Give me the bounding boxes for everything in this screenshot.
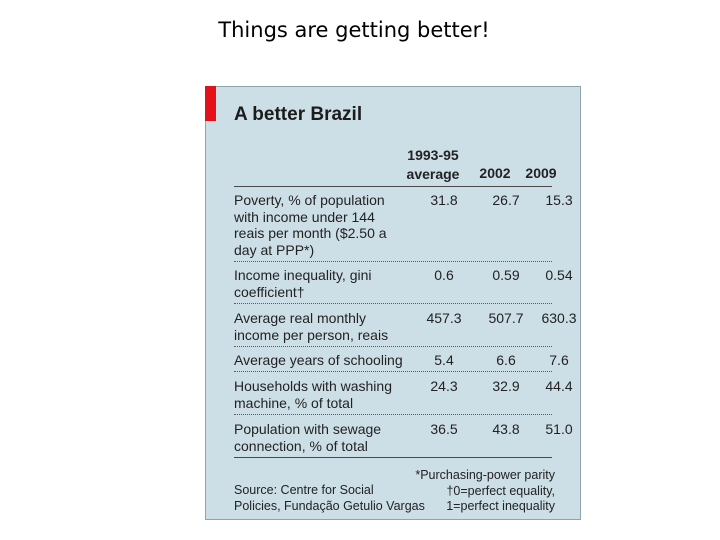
- value-2009: 44.4: [545, 378, 573, 394]
- table-bottom-rule: [234, 457, 552, 458]
- source-line-2: Policies, Fundação Getulio Vargas: [234, 498, 425, 513]
- source-line-1: Source: Centre for Social: [234, 483, 374, 497]
- row-divider: [234, 346, 552, 347]
- value-2002: 26.7: [492, 192, 520, 208]
- slide-title: Things are getting better!: [218, 18, 490, 42]
- value-2009: 51.0: [545, 421, 573, 437]
- row-label: Poverty, % of population with income und…: [234, 192, 387, 258]
- value-2009: 630.3: [541, 310, 577, 326]
- value-1993-95: 31.8: [430, 192, 458, 208]
- column-header-2002: 2002: [479, 165, 511, 181]
- column-header-2009: 2009: [525, 165, 557, 181]
- footnotes: *Purchasing-power parity †0=perfect equa…: [415, 468, 555, 515]
- row-label: Average real monthly income per person, …: [234, 310, 389, 343]
- row-label: Population with sewage connection, % of …: [234, 421, 382, 454]
- value-2002: 32.9: [492, 378, 520, 394]
- footnote-gini-2: 1=perfect inequality: [446, 499, 555, 513]
- row-label: Income inequality, gini coefficient†: [234, 267, 372, 300]
- value-2009: 0.54: [545, 267, 573, 283]
- footnote-ppp: *Purchasing-power parity: [415, 468, 555, 482]
- column-header-1993-95-line2: average: [406, 166, 460, 182]
- footnote-gini-1: †0=perfect equality,: [446, 483, 555, 498]
- row-label: Households with washing machine, % of to…: [234, 378, 392, 411]
- value-2009: 7.6: [549, 352, 569, 368]
- source-note: Source: Centre for Social Policies, Fund…: [234, 483, 425, 514]
- value-2002: 507.7: [488, 310, 524, 326]
- value-2009: 15.3: [545, 192, 573, 208]
- column-header-1993-95: 1993-95 average: [396, 146, 470, 184]
- value-1993-95: 457.3: [426, 310, 462, 326]
- row-divider: [234, 371, 552, 372]
- red-accent-tab: [205, 86, 216, 121]
- value-1993-95: 36.5: [430, 421, 458, 437]
- value-2002: 0.59: [492, 267, 520, 283]
- value-2002: 6.6: [496, 352, 516, 368]
- row-divider: [234, 414, 552, 415]
- value-1993-95: 0.6: [434, 267, 454, 283]
- row-label: Average years of schooling: [234, 352, 403, 368]
- panel-title: A better Brazil: [234, 104, 363, 125]
- column-header-1993-95-line1: 1993-95: [407, 147, 459, 163]
- value-2002: 43.8: [492, 421, 520, 437]
- header-rule: [234, 186, 552, 187]
- data-table-panel: A better Brazil 1993-95 average 2002 200…: [205, 86, 581, 520]
- row-divider: [234, 261, 552, 262]
- row-divider: [234, 303, 552, 304]
- value-1993-95: 24.3: [430, 378, 458, 394]
- value-1993-95: 5.4: [434, 352, 454, 368]
